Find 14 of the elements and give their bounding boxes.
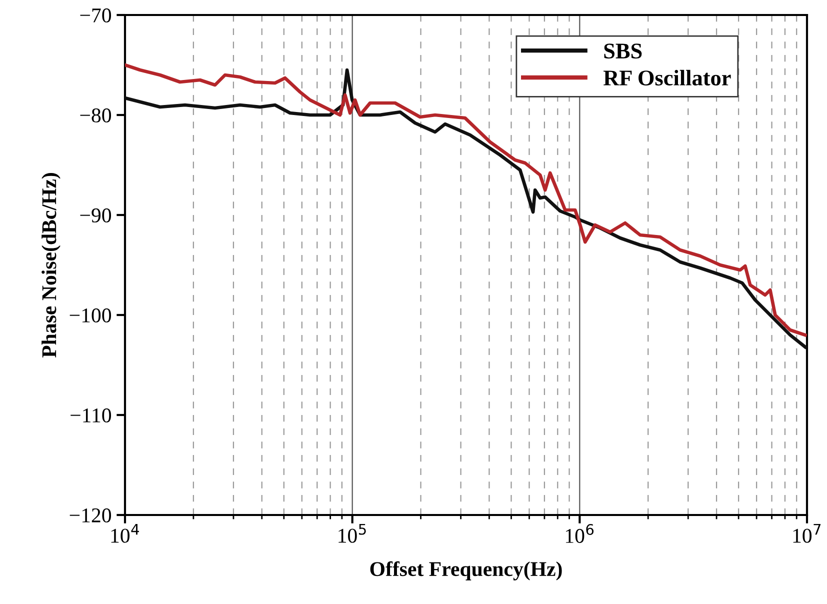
- x-tick-label: 10$^{4}$: [111, 524, 139, 543]
- y-tick-label: −90: [80, 208, 112, 222]
- y-tick-label: −70: [80, 8, 112, 22]
- x-tick-label: 10$^{6}$: [566, 524, 594, 543]
- legend-label: RF Oscillator: [603, 70, 731, 86]
- y-axis-title: Phase Noise(dBc/Hz): [42, 173, 60, 358]
- y-tick-label: −80: [80, 108, 112, 122]
- y-tick-label: −110: [70, 408, 112, 422]
- x-axis-title: Offset Frequency(Hz): [370, 561, 562, 580]
- legend-label: SBS: [604, 44, 642, 59]
- y-tick-label: −120: [70, 508, 112, 522]
- y-tick-label: −100: [70, 308, 112, 322]
- x-tick-label: 10$^{7}$: [793, 524, 821, 543]
- x-tick-label: 10$^{5}$: [338, 524, 366, 543]
